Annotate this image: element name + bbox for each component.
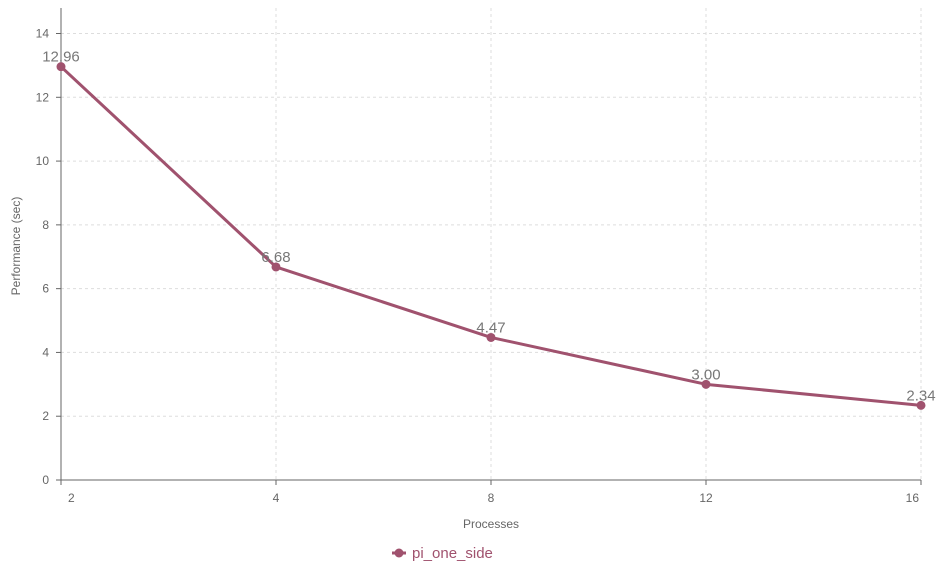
- grid: [56, 8, 922, 485]
- x-tick-label: 4: [273, 491, 280, 505]
- x-tick-labels: 2 4 8 12 16: [68, 491, 919, 505]
- y-tick-label: 2: [42, 409, 49, 423]
- y-axis-title: Performance (sec): [9, 197, 23, 296]
- data-label: 2.34: [906, 387, 935, 404]
- data-label: 6.68: [261, 249, 290, 266]
- data-labels: 12.96 6.68 4.47 3.00 2.34: [42, 49, 935, 405]
- x-tick-label: 8: [488, 491, 495, 505]
- y-tick-labels: 0 2 4 6 8 10 12 14: [36, 27, 50, 487]
- y-tick-label: 12: [36, 90, 50, 104]
- y-tick-label: 10: [36, 154, 50, 168]
- axes: [60, 8, 921, 481]
- y-tick-label: 4: [42, 345, 49, 359]
- data-point[interactable]: [486, 332, 496, 342]
- data-point[interactable]: [271, 262, 281, 272]
- data-label: 12.96: [42, 49, 80, 66]
- data-point[interactable]: [916, 400, 926, 410]
- x-tick-label: 2: [68, 491, 75, 505]
- x-axis-title: Processes: [463, 517, 519, 531]
- legend-label[interactable]: pi_one_side: [412, 545, 493, 562]
- data-point[interactable]: [56, 62, 66, 72]
- data-point[interactable]: [701, 379, 711, 389]
- legend[interactable]: pi_one_side: [392, 545, 493, 562]
- y-tick-label: 0: [42, 473, 49, 487]
- x-tick-label: 12: [699, 491, 713, 505]
- data-label: 4.47: [476, 319, 505, 336]
- y-tick-label: 14: [36, 27, 50, 41]
- x-tick-label: 16: [906, 491, 920, 505]
- y-tick-label: 8: [42, 218, 49, 232]
- y-tick-label: 6: [42, 282, 49, 296]
- data-label: 3.00: [691, 366, 720, 383]
- legend-marker: [394, 548, 404, 558]
- series-layer: [56, 62, 926, 410]
